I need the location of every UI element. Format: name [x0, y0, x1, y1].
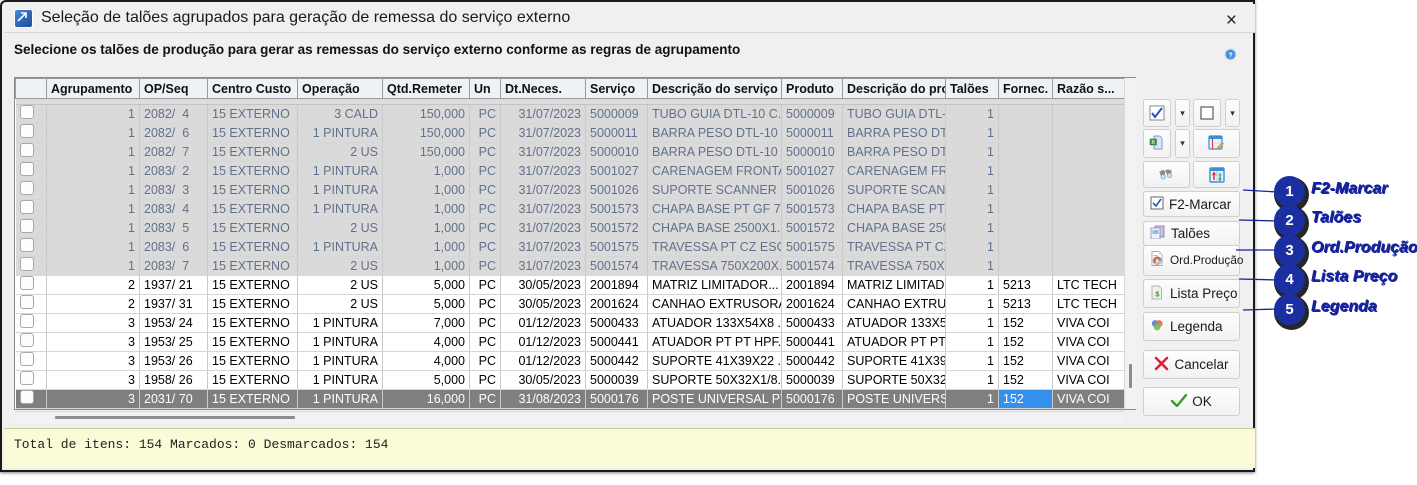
svg-text:?: ?: [1228, 51, 1232, 59]
svg-text:X: X: [1151, 140, 1155, 146]
